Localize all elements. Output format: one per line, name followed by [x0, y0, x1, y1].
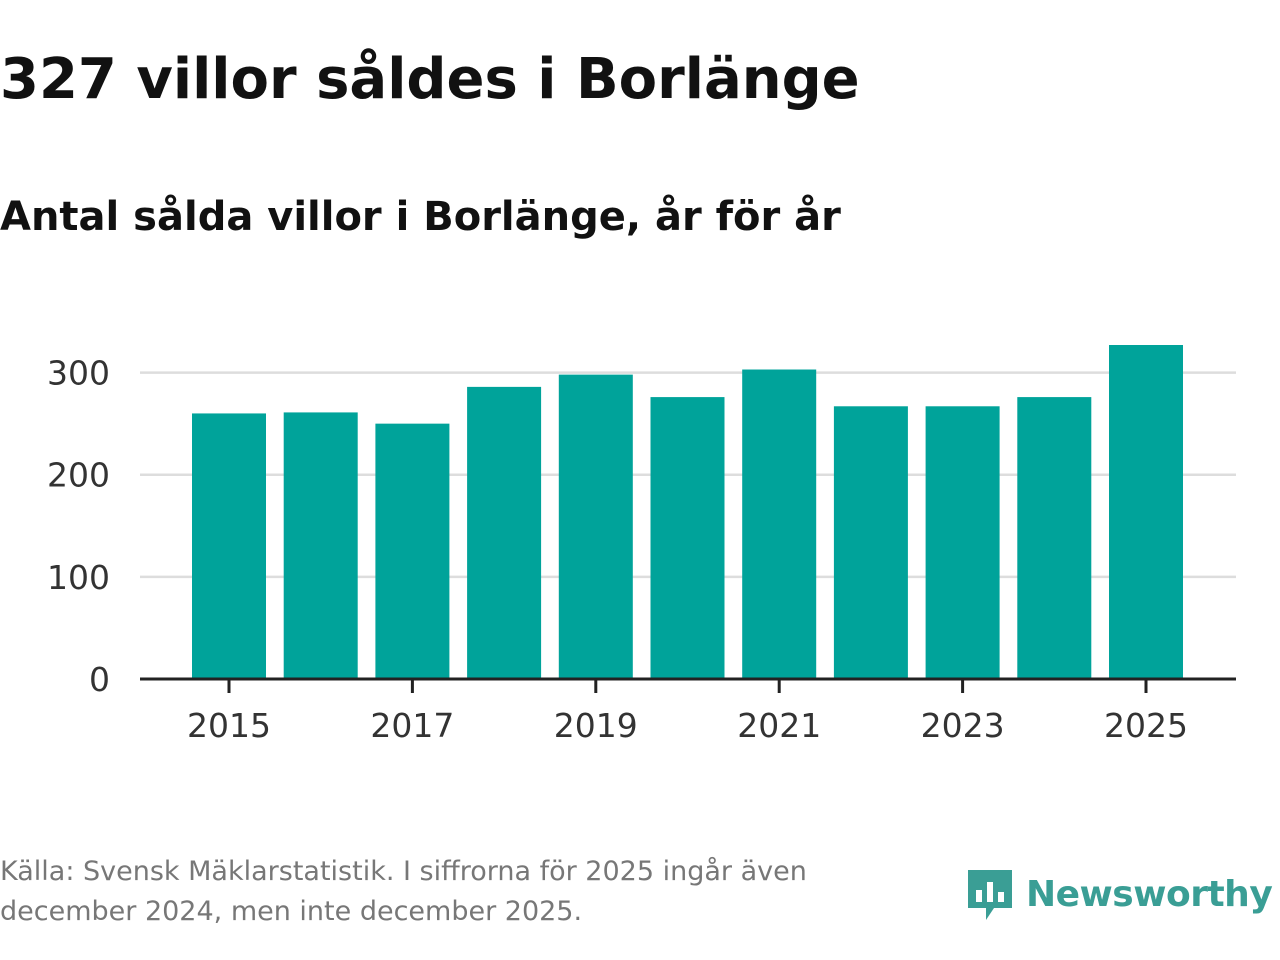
y-tick-label-0: 0	[89, 660, 110, 699]
bar-2023	[925, 406, 1000, 679]
x-tick-label-2021: 2021	[737, 706, 821, 745]
source-note: Källa: Svensk Mäklarstatistik. I siffror…	[0, 856, 807, 927]
y-tick-label-100: 100	[47, 558, 110, 597]
bar-2019	[558, 374, 633, 679]
bar-2016	[283, 412, 358, 679]
bar-chart-logo-icon	[968, 870, 1012, 920]
newsworthy-logo: Newsworthy	[964, 862, 1273, 926]
axes: 0 100 200 300 2015 2017 2019 2021 2023 2025	[47, 354, 1236, 745]
chart-title: 327 villor såldes i Borlänge	[0, 47, 860, 112]
bar-2021	[742, 369, 817, 679]
bar-chart: 0 100 200 300 2015 2017 2019 2021 2023 2025	[47, 345, 1236, 745]
x-tick-label-2017: 2017	[370, 706, 454, 745]
x-tick-label-2015: 2015	[187, 706, 271, 745]
bars	[192, 345, 1183, 679]
y-tick-label-300: 300	[47, 354, 110, 393]
bar-2015	[192, 413, 266, 679]
logo-wordmark: Newsworthy	[1026, 873, 1273, 915]
bar-2025	[1109, 345, 1183, 679]
y-tick-label-200: 200	[47, 456, 110, 495]
x-tick-label-2019: 2019	[554, 706, 638, 745]
chart-subtitle: Antal sålda villor i Borlänge, år för år	[0, 194, 841, 240]
bar-2024	[1017, 397, 1092, 679]
x-tick-label-2023: 2023	[921, 706, 1005, 745]
bar-2022	[833, 406, 908, 679]
x-tick-label-2025: 2025	[1104, 706, 1188, 745]
bar-2018	[467, 386, 542, 679]
bar-2020	[650, 397, 725, 679]
bar-2017	[375, 423, 450, 679]
